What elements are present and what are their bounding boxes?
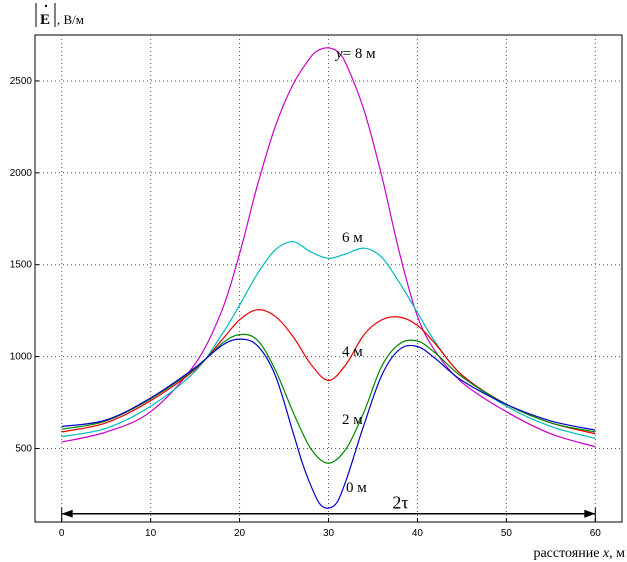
x-tick-labels: 0 10 20 30 40 50 60 bbox=[59, 528, 601, 539]
span-arrow-right bbox=[584, 509, 596, 518]
x-tick-label: 0 bbox=[59, 528, 65, 539]
plot-area bbox=[34, 34, 623, 523]
dot-accent bbox=[44, 4, 48, 8]
y-tick-labels: 500 1000 1500 2000 2500 bbox=[10, 76, 33, 455]
x-tick-label: 30 bbox=[323, 528, 335, 539]
y-axis-unit: , В/м bbox=[57, 12, 84, 27]
span-label: 2τ bbox=[392, 493, 408, 513]
series-label-0: y= 8 м bbox=[334, 46, 376, 62]
series-labels: y= 8 м 6 м 4 м 2 м 0 м bbox=[334, 46, 376, 496]
span-annotation: 2τ bbox=[61, 493, 596, 522]
x-axis-label: расстояние x, м bbox=[533, 546, 625, 561]
x-axis-label-suffix: , м bbox=[609, 546, 625, 561]
series-label-rest: = 8 м bbox=[343, 46, 376, 62]
y-tick-label: 2000 bbox=[10, 168, 33, 179]
y-tick-label: 500 bbox=[15, 443, 32, 454]
y-tick-label: 1500 bbox=[10, 260, 33, 271]
y-tick-label: 1000 bbox=[10, 352, 33, 363]
series-label-3: 2 м bbox=[342, 412, 363, 428]
series-label-var: y bbox=[334, 46, 343, 62]
x-tick-label: 20 bbox=[234, 528, 246, 539]
series-label-2: 4 м bbox=[342, 344, 363, 360]
series-label-4: 0 м bbox=[346, 480, 367, 496]
y-tick-label: 2500 bbox=[10, 76, 33, 87]
x-axis-label-var: x bbox=[602, 546, 610, 561]
series-lines bbox=[61, 47, 596, 509]
span-arrow-left bbox=[61, 509, 73, 518]
x-axis-label-prefix: расстояние bbox=[533, 546, 602, 561]
x-tick-label: 10 bbox=[145, 528, 157, 539]
y-axis-label: E , В/м bbox=[35, 3, 84, 28]
x-tick-label: 50 bbox=[501, 528, 513, 539]
series-line-4 bbox=[61, 338, 596, 509]
y-axis-symbol: E bbox=[40, 12, 50, 28]
x-tick-label: 60 bbox=[590, 528, 602, 539]
series-label-1: 6 м bbox=[342, 230, 363, 246]
x-tick-label: 40 bbox=[412, 528, 424, 539]
